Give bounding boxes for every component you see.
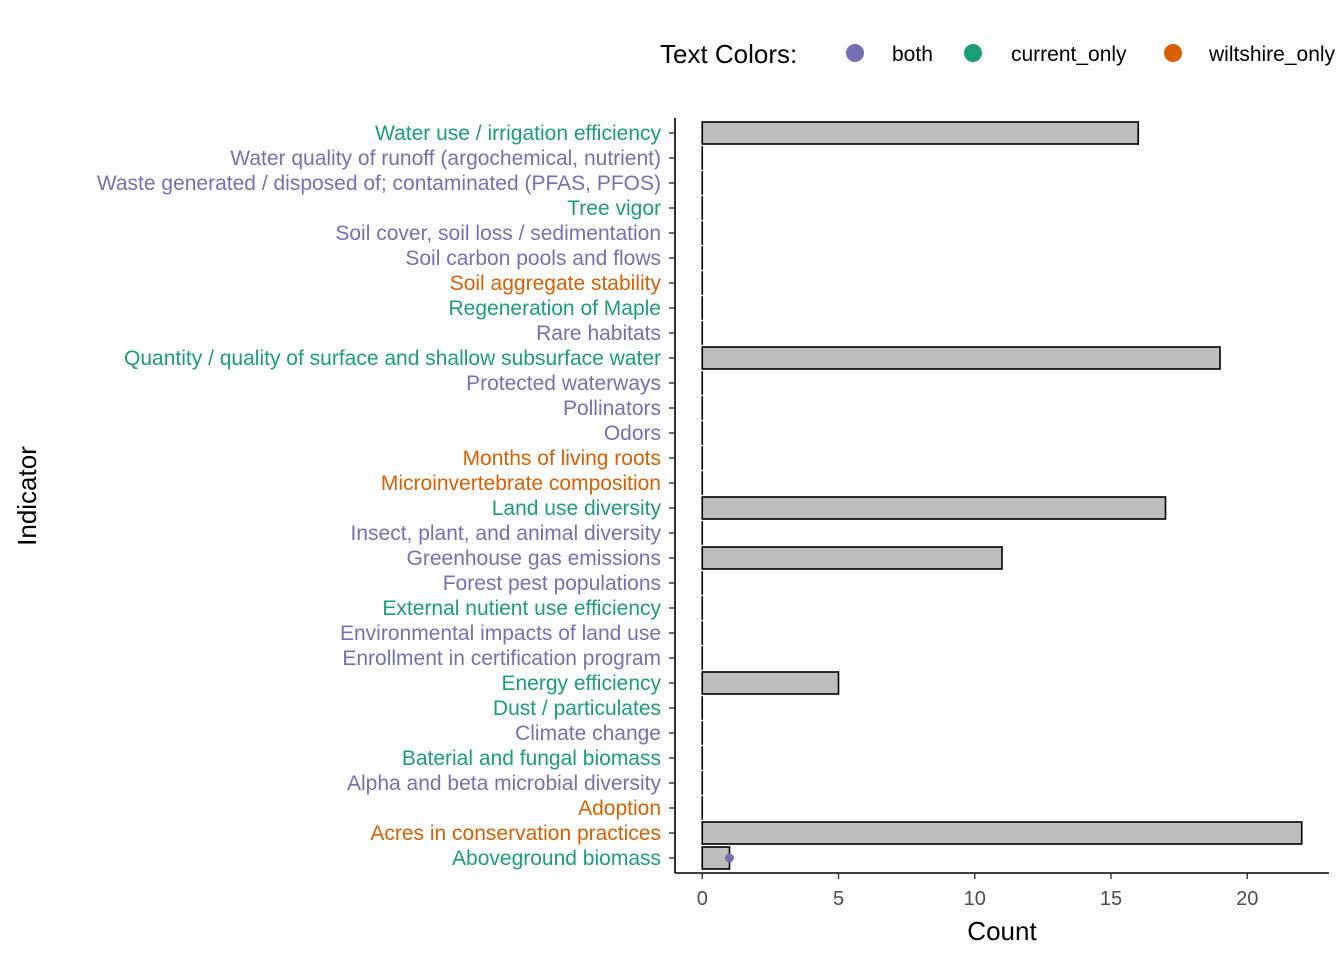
- points: [725, 853, 734, 863]
- category-label-alpha-and-beta-microbial-diversity: Alpha and beta microbial diversity: [347, 772, 661, 795]
- y-axis: [669, 118, 676, 873]
- x-tick-label: 5: [833, 888, 844, 910]
- category-label-acres-in-conservation-practices: Acres in conservation practices: [370, 822, 661, 845]
- category-label-baterial-and-fungal-biomass: Baterial and fungal biomass: [402, 747, 661, 770]
- category-label-forest-pest-populations: Forest pest populations: [443, 572, 661, 595]
- category-label-external-nutient-use-efficiency: External nutient use efficiency: [382, 597, 661, 620]
- category-label-microinvertebrate-composition: Microinvertebrate composition: [381, 472, 661, 495]
- x-tick-label: 10: [964, 888, 986, 910]
- legend-label-current-only: current_only: [1011, 43, 1127, 66]
- bar-water-use-irrigation-efficiency: [701, 121, 1140, 145]
- category-label-aboveground-biomass: Aboveground biomass: [452, 847, 661, 870]
- category-label-enrollment-in-certification-program: Enrollment in certification program: [342, 647, 661, 670]
- x-axis: 0 5 10 15 20: [675, 872, 1329, 910]
- category-label-climate-change: Climate change: [515, 722, 661, 745]
- category-label-soil-carbon-pools-and-flows: Soil carbon pools and flows: [405, 247, 661, 270]
- legend: Text Colors: both current_only wiltshire_o…: [660, 39, 1336, 69]
- category-label-energy-efficiency: Energy efficiency: [501, 672, 661, 695]
- legend-label-wiltshire-only: wiltshire_only: [1208, 43, 1336, 66]
- category-label-regeneration-of-maple: Regeneration of Maple: [449, 297, 661, 320]
- category-label-months-of-living-roots: Months of living roots: [463, 447, 661, 470]
- category-label-environmental-impacts-of-land-use: Environmental impacts of land use: [340, 622, 661, 645]
- category-label-insect-plant-and-animal-diversity: Insect, plant, and animal diversity: [351, 522, 662, 545]
- bar-quantity-quality-of-surface-and-shallow-subsurface-water: [701, 346, 1221, 370]
- category-label-odors: Odors: [604, 422, 661, 445]
- category-label-waste-generated-disposed-of-contaminated-pfas-pfos: Waste generated / disposed of; contamina…: [97, 172, 661, 195]
- category-label-water-use-irrigation-efficiency: Water use / irrigation efficiency: [375, 122, 661, 145]
- category-label-greenhouse-gas-emissions: Greenhouse gas emissions: [407, 547, 661, 570]
- category-label-protected-waterways: Protected waterways: [466, 372, 661, 395]
- bar-energy-efficiency: [701, 671, 840, 695]
- point-aboveground-biomass: [725, 853, 734, 863]
- category-label-adoption: Adoption: [578, 797, 661, 820]
- x-axis-title: Count: [967, 916, 1037, 946]
- category-label-soil-cover-soil-loss-sedimentation: Soil cover, soil loss / sedimentation: [335, 222, 661, 245]
- legend-swatch-wiltshire-only: [1164, 44, 1182, 62]
- legend-title: Text Colors:: [660, 39, 797, 69]
- y-axis-title: Indicator: [12, 446, 42, 546]
- category-label-tree-vigor: Tree vigor: [567, 197, 661, 220]
- category-label-soil-aggregate-stability: Soil aggregate stability: [450, 272, 662, 295]
- legend-swatch-current-only: [964, 44, 982, 62]
- x-tick-label: 15: [1100, 888, 1122, 910]
- category-label-water-quality-of-runoff-argochemical-nutrient: Water quality of runoff (argochemical, n…: [230, 147, 661, 170]
- category-label-quantity-quality-of-surface-and-shallow-subsurface-water: Quantity / quality of surface and shallo…: [124, 347, 661, 370]
- bar-greenhouse-gas-emissions: [701, 546, 1003, 570]
- category-label-rare-habitats: Rare habitats: [536, 322, 661, 345]
- legend-swatch-both: [846, 44, 864, 62]
- x-tick-label: 0: [697, 888, 708, 910]
- bar-land-use-diversity: [701, 496, 1167, 520]
- bars: [701, 121, 1303, 870]
- legend-label-both: both: [892, 43, 933, 66]
- category-label-land-use-diversity: Land use diversity: [492, 497, 662, 520]
- bar-acres-in-conservation-practices: [701, 821, 1303, 845]
- category-label-dust-particulates: Dust / particulates: [493, 697, 661, 720]
- category-label-pollinators: Pollinators: [563, 397, 661, 420]
- x-tick-label: 20: [1236, 888, 1258, 910]
